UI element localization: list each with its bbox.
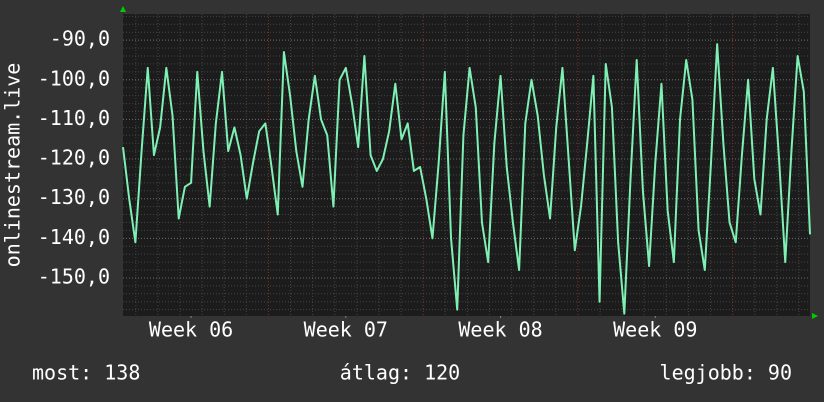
- y-tick-label: -100,0: [38, 66, 110, 90]
- data-line: [122, 43, 811, 315]
- y-tick-label: -140,0: [38, 225, 110, 249]
- y-tick-label: -120,0: [38, 146, 110, 170]
- y-tick-label: -90,0: [50, 27, 110, 51]
- x-tick-label: Week 08: [458, 318, 542, 342]
- y-axis-label: onlinestream.live: [1, 63, 25, 268]
- axis-arrow: [120, 6, 126, 12]
- x-tick-label: Week 09: [613, 318, 697, 342]
- x-tick-label: Week 06: [149, 318, 233, 342]
- y-tick-label: -150,0: [38, 264, 110, 288]
- y-tick-label: -130,0: [38, 185, 110, 209]
- plot-area: [123, 14, 810, 316]
- footer-best: legjobb: 90: [660, 361, 792, 385]
- x-tick-label: Week 07: [304, 318, 388, 342]
- footer-average: átlag: 120: [340, 361, 460, 385]
- y-tick-label: -110,0: [38, 106, 110, 130]
- footer-current: most: 138: [32, 361, 140, 385]
- axis-arrow: [812, 313, 818, 319]
